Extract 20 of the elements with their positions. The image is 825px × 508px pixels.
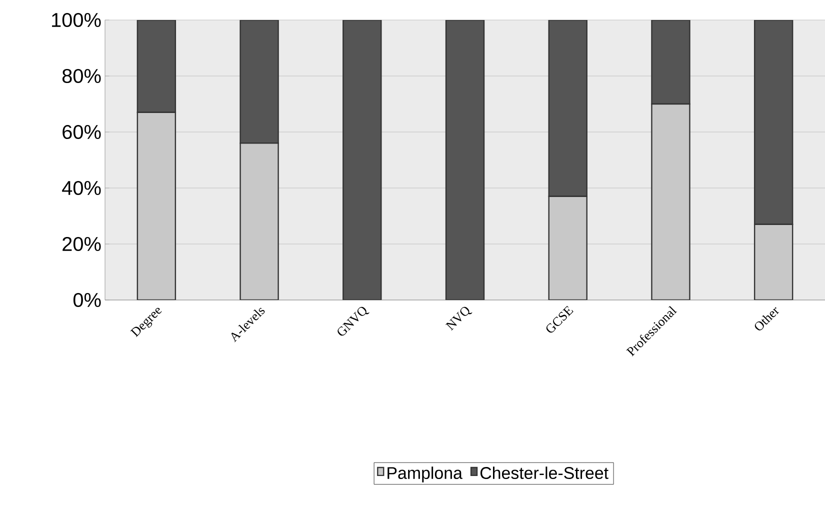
y-tick-label: 0% <box>73 292 101 308</box>
bar <box>136 20 176 113</box>
bar <box>136 112 176 300</box>
bar <box>651 20 690 105</box>
y-tick-label: 40% <box>62 180 101 196</box>
y-tick-label: 60% <box>62 124 101 140</box>
bar <box>548 196 588 300</box>
bar <box>240 20 279 144</box>
legend-label: Pamplona <box>388 466 462 482</box>
bar <box>445 20 485 300</box>
y-tick-label: 80% <box>62 68 101 84</box>
bar <box>651 103 690 300</box>
bar <box>548 20 588 197</box>
bar <box>754 224 794 300</box>
y-tick-label: 20% <box>62 236 101 252</box>
y-tick-label: 100% <box>52 12 101 28</box>
bar <box>754 20 794 225</box>
bar <box>342 20 382 300</box>
bar <box>240 142 279 300</box>
legend-label: Chester-le-Street <box>480 466 608 480</box>
